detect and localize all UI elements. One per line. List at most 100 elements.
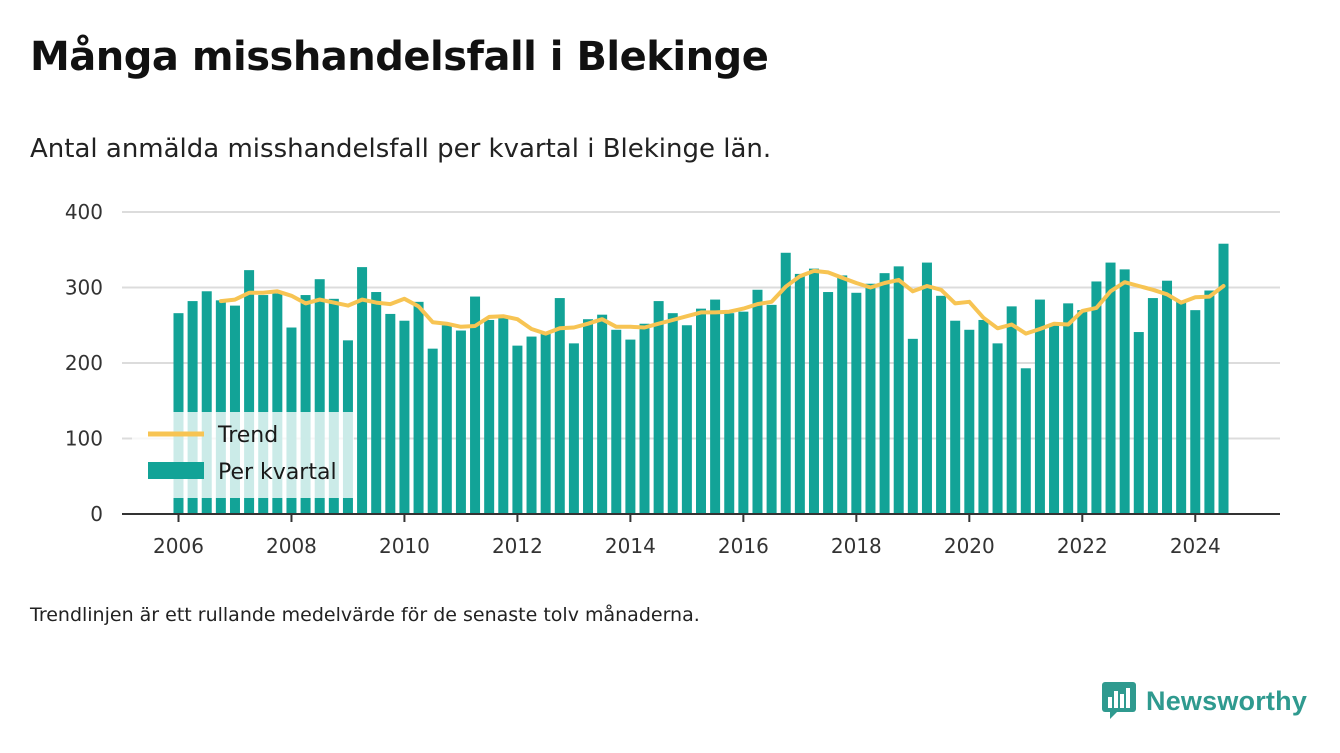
bar: [879, 273, 890, 514]
bar: [187, 301, 198, 514]
legend-background: [132, 412, 354, 498]
bar: [738, 311, 749, 514]
x-tick-label: 2014: [605, 534, 656, 558]
brand-name: Newsworthy: [1146, 685, 1308, 716]
bar: [907, 338, 918, 514]
chart-subtitle: Antal anmälda misshandelsfall per kvarta…: [30, 134, 772, 164]
bar: [583, 319, 594, 514]
bar: [1119, 269, 1130, 514]
bar: [1105, 262, 1116, 514]
bar: [498, 316, 509, 514]
x-tick-label: 2006: [153, 534, 204, 558]
bar: [639, 323, 650, 514]
bar: [625, 339, 636, 514]
bar: [441, 325, 452, 514]
bar: [667, 313, 678, 514]
y-tick-label: 400: [65, 200, 103, 224]
bar: [272, 293, 283, 514]
footnote: Trendlinjen är ett rullande medelvärde f…: [30, 604, 700, 626]
y-tick-label: 300: [65, 276, 103, 300]
bar: [597, 314, 608, 514]
bar: [1162, 280, 1173, 514]
bar: [1147, 298, 1158, 514]
bar: [201, 291, 212, 514]
bar: [992, 343, 1003, 514]
bar: [1049, 325, 1060, 514]
bar: [696, 308, 706, 514]
bar: [936, 295, 947, 514]
y-axis: 0 100 200 300 400: [65, 200, 103, 526]
bar: [1176, 301, 1187, 514]
bar: [554, 298, 565, 514]
y-tick-label: 0: [90, 502, 103, 526]
bar-chart: 0 100 200 300 400 2006 2008 2010 2012 2014 2016 20…: [65, 200, 1280, 558]
bar: [653, 301, 664, 514]
x-tick-label: 2010: [379, 534, 430, 558]
bar: [512, 345, 523, 514]
bar: [681, 325, 692, 514]
bar: [540, 333, 551, 514]
x-tick-label: 2016: [718, 534, 769, 558]
x-tick-label: 2012: [492, 534, 543, 558]
bar: [357, 267, 368, 514]
bar-series: [173, 243, 1229, 514]
bar: [1020, 368, 1031, 514]
bar: [427, 348, 438, 514]
bar: [300, 295, 311, 514]
trend-line: [218, 268, 1226, 336]
bar: [470, 296, 481, 514]
bar: [611, 329, 622, 514]
bar: [1091, 281, 1102, 514]
bar: [950, 320, 961, 514]
bar: [794, 273, 805, 514]
y-tick-label: 100: [65, 427, 103, 451]
bar: [258, 295, 269, 514]
bar: [808, 268, 819, 514]
bar: [1218, 243, 1229, 514]
trend-series: [218, 268, 1226, 336]
bar: [244, 270, 255, 514]
bar: [780, 252, 791, 514]
bar: [865, 283, 876, 514]
bar: [1063, 303, 1074, 514]
bar: [837, 275, 848, 514]
bar: [399, 320, 410, 514]
bar: [1204, 290, 1215, 514]
bar: [314, 279, 325, 514]
legend-bar-label: Per kvartal: [218, 460, 337, 485]
legend: Trend Per kvartal: [132, 412, 354, 498]
bar: [484, 319, 495, 514]
bar: [1034, 299, 1045, 514]
legend-bar-swatch: [148, 462, 204, 479]
legend-trend-label: Trend: [217, 423, 278, 448]
bar: [752, 289, 763, 514]
bar: [921, 262, 932, 514]
x-axis: 2006 2008 2010 2012 2014 2016 2018 2020 2022 2024: [122, 513, 1280, 558]
chart-title: Många misshandelsfall i Blekinge: [30, 34, 769, 80]
y-tick-label: 200: [65, 351, 103, 375]
bar: [413, 301, 424, 514]
bar: [851, 292, 862, 514]
bar: [385, 313, 396, 514]
newsworthy-logo-icon: [1102, 682, 1136, 719]
x-tick-label: 2024: [1170, 534, 1221, 558]
x-tick-label: 2008: [266, 534, 317, 558]
bar: [1006, 306, 1017, 514]
bar: [823, 292, 834, 514]
bar: [1190, 310, 1201, 514]
bar: [229, 305, 240, 514]
bar: [766, 304, 777, 514]
x-tick-label: 2022: [1057, 534, 1108, 558]
bar: [1077, 310, 1088, 514]
bar: [893, 266, 904, 514]
bar: [724, 313, 735, 514]
bar: [978, 319, 989, 514]
x-tick-label: 2020: [944, 534, 995, 558]
bar: [964, 329, 975, 514]
bar: [1133, 332, 1144, 514]
bar: [328, 298, 339, 514]
bar: [215, 300, 226, 514]
brand: Newsworthy: [1102, 682, 1307, 720]
bar: [568, 343, 579, 514]
bar: [371, 292, 382, 514]
